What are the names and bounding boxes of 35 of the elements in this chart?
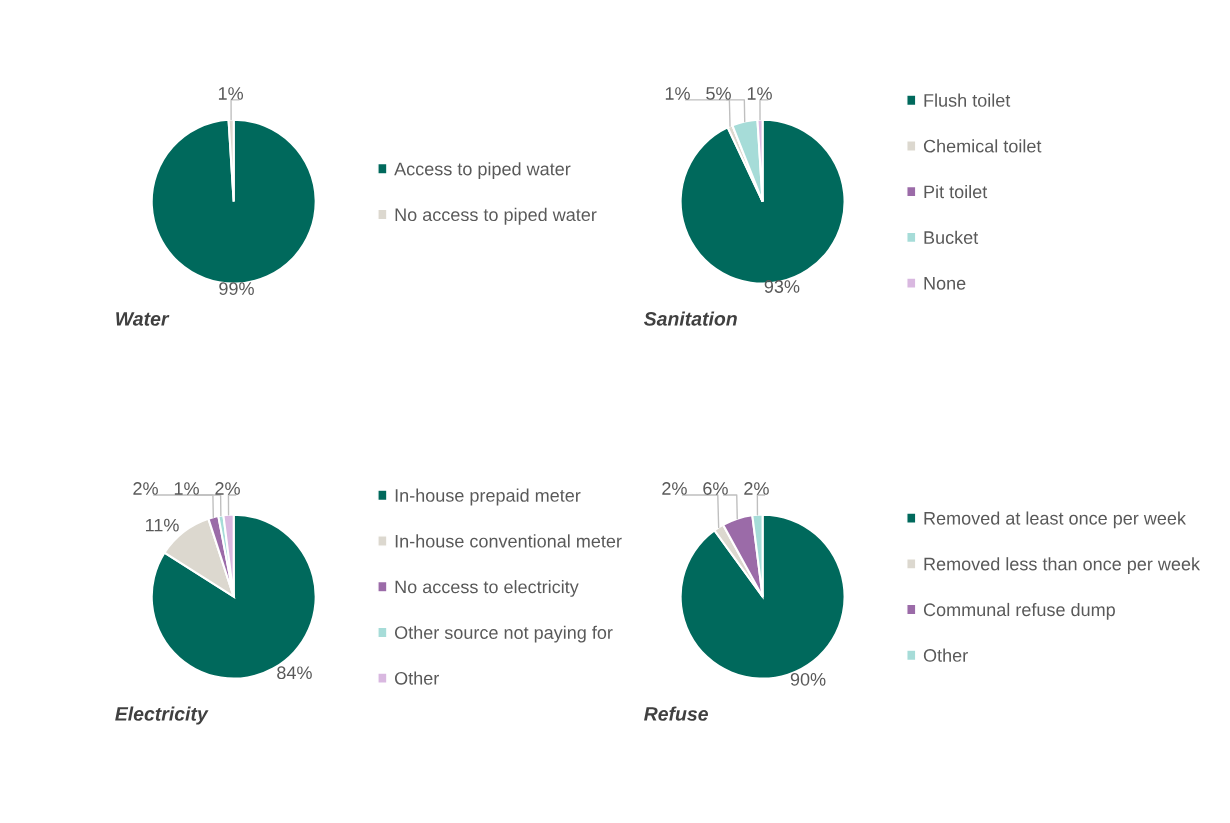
data-label: 1%: [218, 87, 244, 100]
legend-label: In-house prepaid meter: [395, 488, 581, 506]
legend-label: Removed less than once per week: [924, 557, 1201, 574]
data-label: 2%: [215, 482, 240, 495]
data-label: 2%: [662, 482, 687, 495]
data-label: 1%: [747, 87, 772, 100]
data-label: 2%: [133, 482, 158, 495]
data-label: 5%: [706, 87, 731, 100]
text: Electricity: [115, 706, 209, 725]
legend-label: Chemical toilet: [923, 139, 1042, 153]
legend-label: No access to piped water: [395, 207, 597, 225]
legend-label: Other: [394, 671, 439, 685]
data-label: 90%: [790, 672, 826, 686]
legend-label: Other: [923, 648, 968, 662]
legend-label: Flush toilet: [924, 93, 1011, 107]
legend-label: Communal refuse dump: [923, 602, 1115, 620]
data-label: 99%: [219, 282, 254, 295]
legend-label: No access to electricity: [395, 580, 579, 597]
legend-label: Bucket: [924, 230, 979, 244]
data-label: 84%: [277, 666, 312, 680]
data-label: 1%: [174, 482, 199, 495]
text: Refuse: [644, 706, 708, 721]
data-label: 6%: [703, 482, 728, 495]
text: Sanitation: [643, 311, 737, 326]
data-label: 11%: [145, 518, 179, 532]
legend-label: Access to piped water: [394, 162, 571, 179]
legend-label: In-house conventional meter: [395, 534, 622, 548]
data-label: 93%: [764, 280, 800, 293]
legend-label: Pit toilet: [924, 184, 988, 199]
data-label: 1%: [665, 87, 690, 100]
legend-label: Other source not paying for: [394, 625, 613, 643]
text: Water: [116, 312, 170, 326]
legend-label: Removed at least once per week: [924, 511, 1186, 529]
data-label: 2%: [744, 482, 769, 495]
legend-label: None: [924, 277, 966, 290]
